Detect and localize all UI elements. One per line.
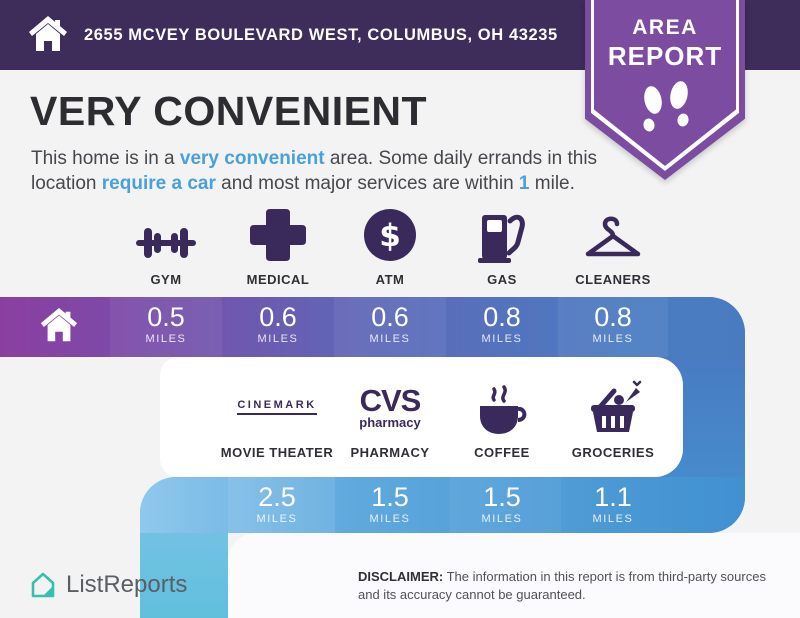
atm-dollar-icon: $ <box>364 209 416 261</box>
service-movie-theater: CINEMARK MOVIE THEATER <box>215 378 339 460</box>
service-label: COFFEE <box>474 445 530 460</box>
service-gas: GAS <box>440 205 564 287</box>
service-label: GROCERIES <box>571 445 655 460</box>
service-label: CLEANERS <box>575 272 651 287</box>
cvs-pharmacy-logo: CVS pharmacy <box>359 383 421 430</box>
distance-coffee: 1.5 MILES <box>481 482 523 526</box>
service-label: PHARMACY <box>350 445 430 460</box>
distance-ribbon <box>0 297 745 618</box>
distance-atm: 0.6 MILES <box>369 302 411 346</box>
distance-gym: 0.5 MILES <box>145 302 187 346</box>
footprints-icon <box>643 81 689 132</box>
footer-white-panel <box>228 533 800 618</box>
area-report-badge: AREA REPORT <box>585 0 745 180</box>
badge-title-report: REPORT <box>607 41 723 71</box>
distance-pharmacy: 1.5 MILES <box>369 482 411 526</box>
distance-gas: 0.8 MILES <box>481 302 523 346</box>
medical-cross-icon <box>250 209 306 261</box>
coffee-cup-icon <box>480 385 527 434</box>
home-icon <box>29 16 67 51</box>
distance-groceries: 1.1 MILES <box>592 482 634 526</box>
cinemark-logo: CINEMARK <box>237 399 317 415</box>
summary-paragraph: This home is in a very convenient area. … <box>31 146 601 196</box>
disclaimer: DISCLAIMER: The information in this repo… <box>358 568 778 604</box>
ribbon-home-icon <box>40 307 78 342</box>
property-address: 2655 MCVEY BOULEVARD WEST, COLUMBUS, OH … <box>84 26 558 44</box>
summary-line-2: location require a car and most major se… <box>31 173 575 194</box>
service-cleaners: CLEANERS <box>551 205 675 287</box>
highlight-require-a-car: require a car <box>101 173 216 194</box>
service-gym: GYM <box>104 205 228 287</box>
listreports-logo: ListReports <box>28 570 187 600</box>
badge-title-area: AREA <box>632 16 698 39</box>
page-title: VERY CONVENIENT <box>30 88 428 134</box>
service-label: MOVIE THEATER <box>220 445 334 460</box>
listreports-wordmark: ListReports <box>66 571 188 598</box>
dumbbell-icon <box>136 228 196 258</box>
distance-cleaners: 0.8 MILES <box>592 302 634 346</box>
service-groceries: GROCERIES <box>551 378 675 460</box>
service-coffee: COFFEE <box>440 378 564 460</box>
highlight-one-mile: 1 <box>518 173 530 194</box>
distance-movie-theater: 2.5 MILES <box>256 482 298 526</box>
listreports-house-icon <box>31 572 55 598</box>
service-label: GAS <box>487 272 517 287</box>
svg-text:$: $ <box>379 218 401 254</box>
service-atm: $ ATM <box>328 205 452 287</box>
hanger-icon <box>585 216 641 257</box>
service-medical: MEDICAL <box>216 205 340 287</box>
service-label: ATM <box>375 272 405 287</box>
service-label: GYM <box>150 272 182 287</box>
service-pharmacy: CVS pharmacy PHARMACY <box>328 378 452 460</box>
service-label: MEDICAL <box>246 272 310 287</box>
summary-line-1: This home is in a very convenient area. … <box>31 148 598 169</box>
grocery-basket-icon <box>591 380 642 432</box>
disclaimer-label: DISCLAIMER: <box>358 569 444 584</box>
gas-pump-icon <box>478 214 525 263</box>
disclaimer-text: The information in this report is from t… <box>358 569 766 602</box>
distance-medical: 0.6 MILES <box>257 302 299 346</box>
highlight-very-convenient: very convenient <box>179 148 325 169</box>
